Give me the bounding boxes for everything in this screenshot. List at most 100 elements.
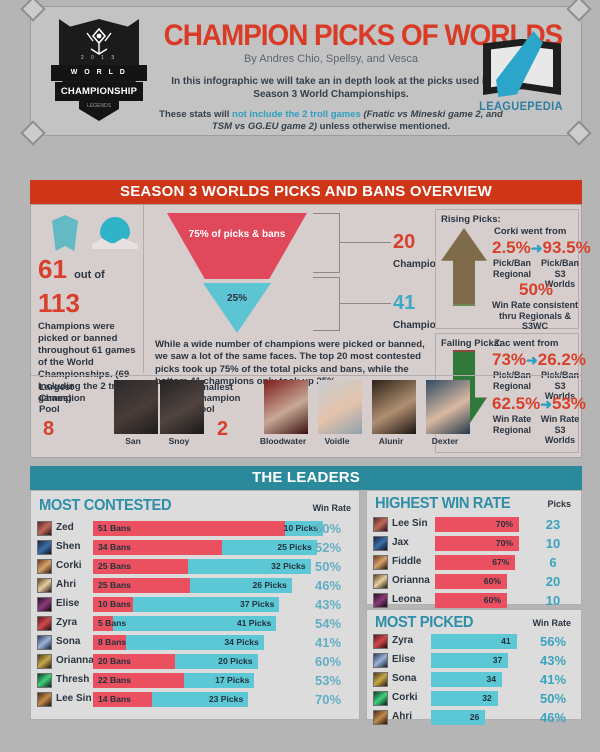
champion-portrait-icon [373, 536, 388, 551]
bans-label: 34 Bans [98, 542, 131, 552]
corner-ornament-tr [566, 0, 592, 22]
table-row: Lee Sin 70% 23 [367, 515, 583, 534]
player-card-alunir: Alunir [369, 380, 419, 446]
champion-name: Ahri [56, 579, 76, 590]
rising-to-pct: 93.5% [542, 238, 591, 257]
disclaimer-text: These stats will not include the 2 troll… [153, 109, 509, 133]
champion-name: Orianna [56, 655, 94, 666]
champion-name: Leona [392, 594, 422, 605]
winrate-value: 43% [315, 597, 342, 612]
champion-name: Elise [56, 598, 80, 609]
picks-label: 32 Picks [271, 561, 306, 571]
value-bar [435, 555, 516, 570]
table-row: Leona 60% 10 [367, 591, 583, 610]
champion-name: Ahri [392, 711, 412, 722]
most-picked-title: MOST PICKED [375, 614, 474, 631]
bracket-top [313, 213, 340, 273]
stacked-bar [93, 521, 323, 536]
player-card-voidle: Voidle [315, 380, 365, 446]
champions-picked-count: 61 [38, 254, 67, 284]
player-card-dexter: Dexter [423, 380, 473, 446]
leaguepedia-logo[interactable]: LEAGUEPEDIA [469, 29, 573, 125]
bans-bar [93, 654, 176, 669]
champion-portrait-icon [373, 653, 388, 668]
table-row: Zyra 5 Bans 41 Picks 54% [31, 614, 361, 633]
highest-winrate-card: HIGHEST WIN RATE Picks Lee Sin 70% 23 Jax 70… [366, 490, 582, 608]
arrow-right-icon-3: ➜ [540, 396, 552, 412]
picks-bar [184, 673, 255, 688]
picks-label: 20 Picks [218, 656, 253, 666]
champion-portrait-icon [37, 597, 52, 612]
arrow-right-icon-2: ➜ [526, 352, 538, 368]
secondary-value: 20 [545, 574, 561, 589]
falling-pb-from: 73% [492, 350, 527, 369]
stacked-bar [93, 578, 292, 593]
player-name: Dexter [431, 436, 459, 446]
picks-label: 23 Picks [208, 694, 244, 704]
bans-label: 51 Bans [98, 523, 131, 533]
highest-winrate-title: HIGHEST WIN RATE [375, 495, 511, 512]
stacked-bar [93, 616, 277, 631]
rising-picks-title: Rising Picks: [441, 214, 501, 225]
champion-portrait-icon [37, 692, 52, 707]
leaguepedia-wordmark: LEAGUEPEDIA [479, 99, 563, 113]
value-label: 70% [495, 519, 513, 529]
value-label: 32 [482, 693, 492, 703]
champion-name: Sona [392, 673, 417, 684]
bans-bar [93, 559, 189, 574]
champion-name: Zyra [392, 635, 414, 646]
champion-name: Corki [392, 692, 418, 703]
most-picked-col-header: Win Rate [532, 618, 571, 628]
crest-band-lower [55, 82, 143, 101]
bans-bar [93, 540, 222, 555]
rising-from-label: Pick/Ban Regional [492, 258, 532, 279]
picks-label: 41 Picks [236, 618, 272, 628]
disclaimer-post: unless otherwise mentioned. [317, 121, 451, 132]
table-row: Orianna 20 Bans 20 Picks 60% [31, 652, 361, 671]
bans-label: 20 Bans [98, 656, 131, 666]
value-bar [431, 653, 509, 668]
champion-name: Shen [56, 541, 81, 552]
player-card-bloodwater: Bloodwater [260, 380, 311, 446]
bans-bar [93, 597, 133, 612]
champion-portrait-icon [37, 521, 52, 536]
winrate-value: 53% [315, 673, 342, 688]
worlds-emblem-icon [86, 27, 112, 55]
value-bar [435, 593, 507, 608]
bottom-champions-word: Champions [393, 320, 448, 331]
falling-wr-to-label: Win Rate S3 Worlds [540, 414, 580, 445]
bans-label: 10 Bans [98, 599, 131, 609]
picks-label: 10 Picks [283, 523, 318, 533]
funnel-top-label: 75% of picks & bans [188, 229, 286, 240]
crest-world-text: W O R L D [70, 69, 128, 76]
stacked-bar [93, 635, 264, 650]
rising-to-label: Pick/Ban S3 Worlds [540, 258, 580, 289]
table-row: Corki 32 50% [367, 689, 583, 708]
champion-portrait-icon [373, 593, 388, 608]
falling-wr-from-label: Win Rate Regional [492, 414, 532, 435]
player-name: Voidle [324, 436, 350, 446]
picks-label: 37 Picks [239, 599, 275, 609]
player-name: San [125, 436, 141, 446]
falling-headline: Zac went from [494, 338, 559, 349]
champion-name: Thresh [56, 674, 90, 685]
bottom-champions-count: 41 [393, 292, 416, 314]
winrate-value: 70% [315, 692, 342, 707]
funnel-top-segment [167, 213, 307, 279]
champion-name: Lee Sin [392, 518, 428, 529]
smallest-pool-value: 2 [217, 418, 229, 440]
value-label: 26 [469, 712, 480, 722]
leaders-section: MOST CONTESTED Win Rate Zed 51 Bans 10 Pic… [30, 490, 583, 725]
smallest-pool-label: Smallest Champion Pool [194, 382, 241, 415]
table-row: Sona 34 41% [367, 670, 583, 689]
leaders-banner: THE LEADERS [30, 466, 582, 490]
header-panel: 2 0 1 3 W O R L D CHAMPIONSHIP LEGENDS C… [20, 0, 592, 146]
highest-winrate-rows: Lee Sin 70% 23 Jax 70% 10 Fiddle 67% 6 Orianna 60%… [367, 515, 583, 610]
picks-bar [125, 635, 264, 650]
secondary-value: 10 [545, 536, 561, 551]
secondary-value: 50% [539, 691, 567, 706]
bans-label: 22 Bans [98, 675, 131, 685]
table-row: Fiddle 67% 6 [367, 553, 583, 572]
secondary-value: 56% [539, 634, 567, 649]
crest-riot-text: LEGENDS [87, 103, 111, 109]
